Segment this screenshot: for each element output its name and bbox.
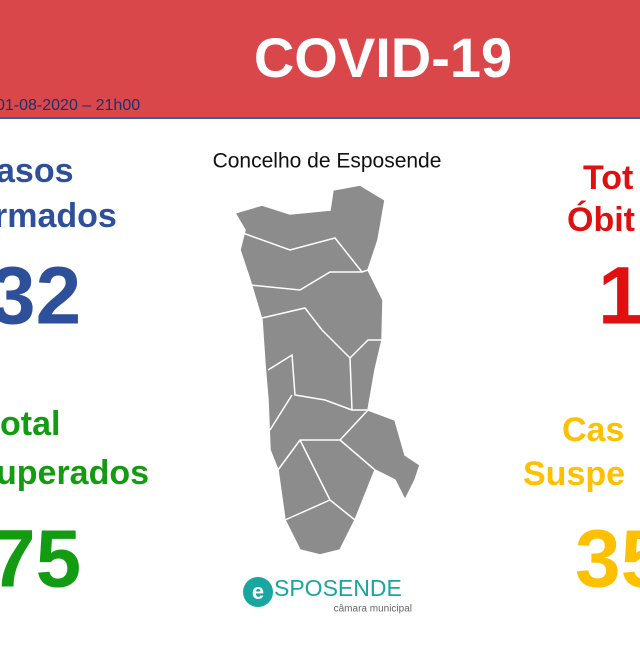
map-title: Concelho de Esposende	[213, 150, 442, 173]
title: COVID-19	[254, 26, 512, 89]
stat-value: 35	[575, 514, 640, 605]
stat-label: otal	[0, 405, 60, 443]
svg-text:e: e	[252, 579, 264, 604]
logo-subtitle: câmara municipal	[334, 604, 412, 615]
stat-value: 75	[0, 514, 81, 605]
map	[233, 184, 421, 556]
header-band	[0, 0, 640, 118]
stat-value: 32	[0, 251, 81, 342]
stat-label: Óbit	[567, 201, 635, 239]
logo: e SPOSENDE câmara municipal	[243, 575, 412, 615]
stat-label: Suspe	[523, 455, 625, 493]
stat-label: asos	[0, 152, 74, 190]
stat-label: uperados	[0, 454, 149, 492]
stat-value: 1	[598, 251, 640, 342]
stat-label: rmados	[0, 197, 117, 235]
date: 01-08-2020 – 21h00	[0, 97, 140, 114]
stat-label: Cas	[562, 411, 624, 449]
logo-name: SPOSENDE	[274, 575, 402, 601]
stat-label: Tot	[583, 159, 633, 197]
